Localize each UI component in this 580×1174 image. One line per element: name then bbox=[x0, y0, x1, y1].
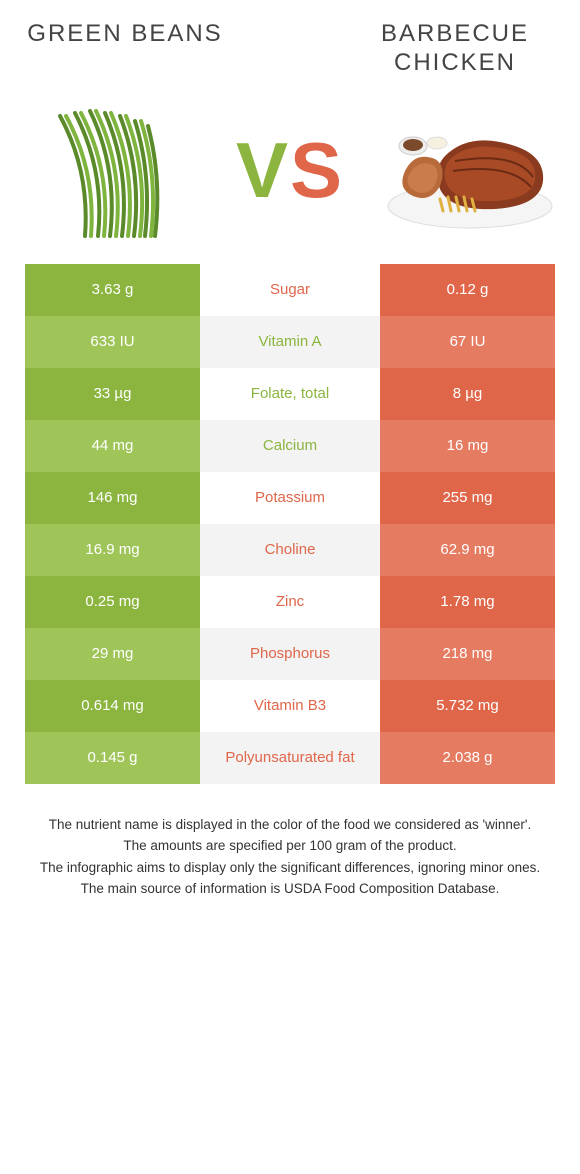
nutrient-name-cell: Folate, total bbox=[200, 368, 380, 420]
left-value-cell: 44 mg bbox=[25, 420, 200, 472]
nutrient-name-cell: Zinc bbox=[200, 576, 380, 628]
nutrient-name-cell: Calcium bbox=[200, 420, 380, 472]
green-beans-icon bbox=[30, 101, 190, 241]
left-value-cell: 0.145 g bbox=[25, 732, 200, 784]
left-food-image bbox=[25, 96, 195, 246]
nutrient-comparison-table: 3.63 gSugar0.12 g633 IUVitamin A67 IU33 … bbox=[25, 264, 555, 784]
table-row: 0.145 gPolyunsaturated fat2.038 g bbox=[25, 732, 555, 784]
left-value-cell: 29 mg bbox=[25, 628, 200, 680]
right-value-cell: 2.038 g bbox=[380, 732, 555, 784]
table-row: 29 mgPhosphorus218 mg bbox=[25, 628, 555, 680]
hero-row: VS bbox=[25, 96, 555, 246]
vs-v: V bbox=[236, 126, 290, 214]
right-value-cell: 218 mg bbox=[380, 628, 555, 680]
table-row: 0.614 mgVitamin B35.732 mg bbox=[25, 680, 555, 732]
right-value-cell: 62.9 mg bbox=[380, 524, 555, 576]
footer-notes: The nutrient name is displayed in the co… bbox=[25, 814, 555, 900]
table-row: 16.9 mgCholine62.9 mg bbox=[25, 524, 555, 576]
right-food-title: Barbecue chicken bbox=[355, 20, 555, 78]
nutrient-name-cell: Potassium bbox=[200, 472, 380, 524]
nutrient-name-cell: Sugar bbox=[200, 264, 380, 316]
infographic-page: Green beans Barbecue chicken bbox=[0, 0, 580, 900]
nutrient-name-cell: Choline bbox=[200, 524, 380, 576]
nutrient-name-cell: Vitamin B3 bbox=[200, 680, 380, 732]
vs-s: S bbox=[290, 126, 344, 214]
right-value-cell: 5.732 mg bbox=[380, 680, 555, 732]
vs-label: VS bbox=[236, 125, 344, 216]
left-value-cell: 33 µg bbox=[25, 368, 200, 420]
table-row: 0.25 mgZinc1.78 mg bbox=[25, 576, 555, 628]
left-value-cell: 16.9 mg bbox=[25, 524, 200, 576]
right-value-cell: 1.78 mg bbox=[380, 576, 555, 628]
left-value-cell: 633 IU bbox=[25, 316, 200, 368]
right-value-cell: 8 µg bbox=[380, 368, 555, 420]
right-value-cell: 0.12 g bbox=[380, 264, 555, 316]
left-food-title: Green beans bbox=[25, 20, 225, 78]
footer-line-1: The nutrient name is displayed in the co… bbox=[35, 814, 545, 836]
table-row: 146 mgPotassium255 mg bbox=[25, 472, 555, 524]
left-value-cell: 3.63 g bbox=[25, 264, 200, 316]
right-value-cell: 16 mg bbox=[380, 420, 555, 472]
nutrient-name-cell: Phosphorus bbox=[200, 628, 380, 680]
footer-line-4: The main source of information is USDA F… bbox=[35, 878, 545, 900]
table-row: 33 µgFolate, total8 µg bbox=[25, 368, 555, 420]
nutrient-name-cell: Polyunsaturated fat bbox=[200, 732, 380, 784]
right-food-image bbox=[385, 96, 555, 246]
nutrient-name-cell: Vitamin A bbox=[200, 316, 380, 368]
left-value-cell: 146 mg bbox=[25, 472, 200, 524]
footer-line-3: The infographic aims to display only the… bbox=[35, 857, 545, 879]
table-row: 3.63 gSugar0.12 g bbox=[25, 264, 555, 316]
titles-row: Green beans Barbecue chicken bbox=[25, 20, 555, 78]
table-row: 633 IUVitamin A67 IU bbox=[25, 316, 555, 368]
table-row: 44 mgCalcium16 mg bbox=[25, 420, 555, 472]
bbq-chicken-icon bbox=[385, 111, 555, 231]
left-value-cell: 0.25 mg bbox=[25, 576, 200, 628]
left-value-cell: 0.614 mg bbox=[25, 680, 200, 732]
footer-line-2: The amounts are specified per 100 gram o… bbox=[35, 835, 545, 857]
right-value-cell: 255 mg bbox=[380, 472, 555, 524]
right-value-cell: 67 IU bbox=[380, 316, 555, 368]
